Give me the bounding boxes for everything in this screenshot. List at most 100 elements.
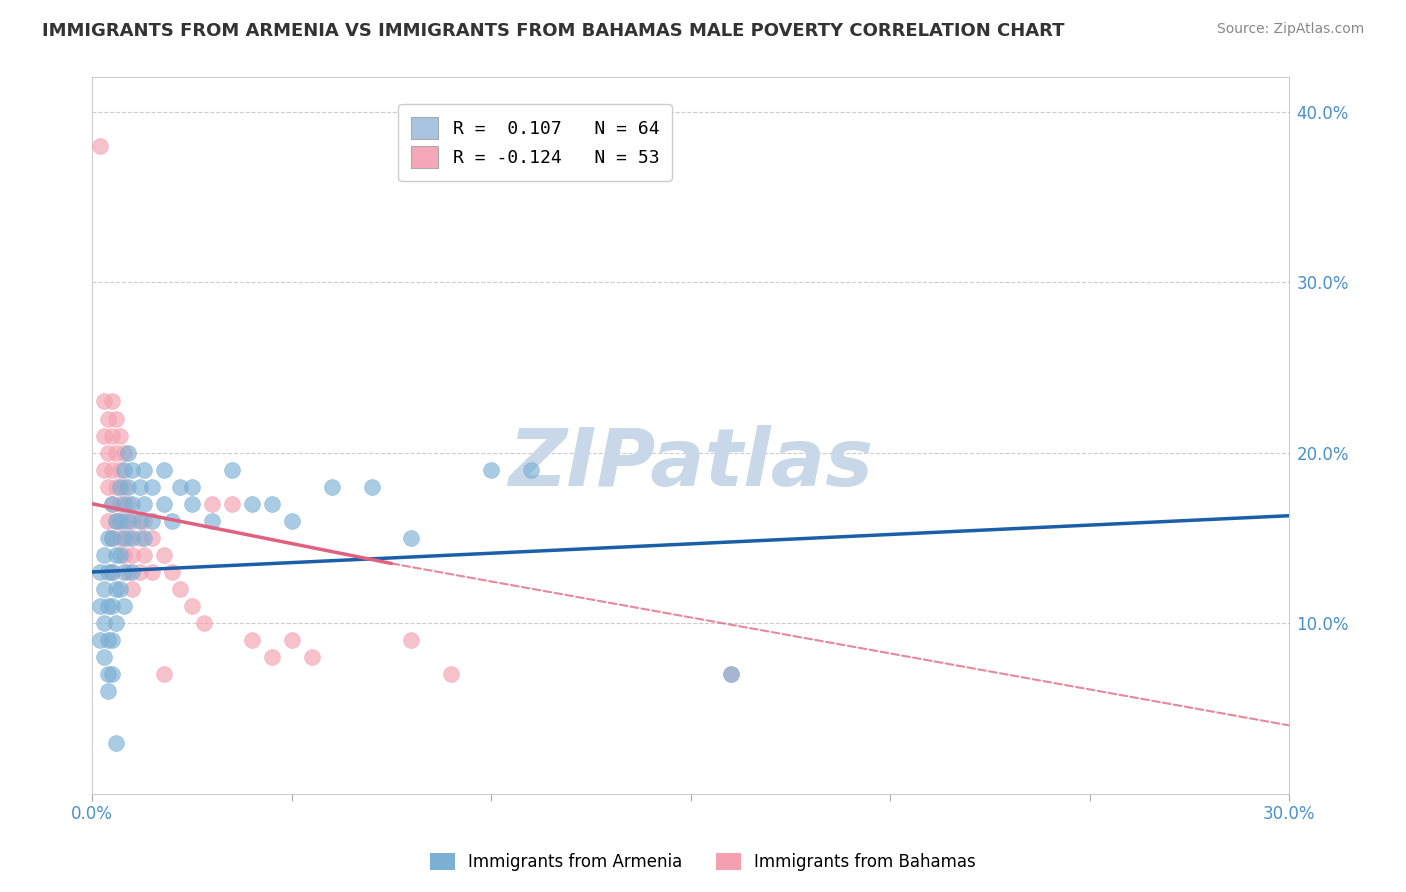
Legend: Immigrants from Armenia, Immigrants from Bahamas: Immigrants from Armenia, Immigrants from… — [422, 845, 984, 880]
Point — [201, 497, 224, 511]
Point — [112, 480, 135, 494]
Point — [112, 514, 135, 528]
Point — [108, 531, 131, 545]
Point — [181, 497, 204, 511]
Point — [112, 445, 135, 459]
Point — [89, 565, 111, 579]
Point — [121, 548, 143, 562]
Point — [97, 667, 120, 681]
Point — [101, 428, 124, 442]
Point — [141, 565, 163, 579]
Point — [360, 480, 382, 494]
Point — [97, 411, 120, 425]
Point — [97, 684, 120, 698]
Point — [141, 514, 163, 528]
Point — [221, 497, 243, 511]
Point — [132, 548, 155, 562]
Point — [121, 463, 143, 477]
Point — [181, 480, 204, 494]
Point — [101, 667, 124, 681]
Point — [101, 599, 124, 613]
Point — [112, 548, 135, 562]
Text: Source: ZipAtlas.com: Source: ZipAtlas.com — [1216, 22, 1364, 37]
Point — [132, 531, 155, 545]
Point — [121, 531, 143, 545]
Point — [117, 531, 139, 545]
Point — [108, 514, 131, 528]
Point — [153, 548, 176, 562]
Point — [117, 565, 139, 579]
Point — [101, 633, 124, 648]
Point — [97, 445, 120, 459]
Point — [132, 514, 155, 528]
Point — [93, 582, 115, 596]
Legend: R =  0.107   N = 64, R = -0.124   N = 53: R = 0.107 N = 64, R = -0.124 N = 53 — [398, 104, 672, 181]
Point — [105, 514, 128, 528]
Point — [129, 514, 152, 528]
Point — [240, 633, 263, 648]
Point — [153, 497, 176, 511]
Point — [129, 480, 152, 494]
Point — [401, 531, 423, 545]
Point — [101, 394, 124, 409]
Point — [720, 667, 742, 681]
Point — [105, 480, 128, 494]
Point — [112, 463, 135, 477]
Point — [105, 514, 128, 528]
Point — [105, 411, 128, 425]
Point — [132, 497, 155, 511]
Point — [112, 531, 135, 545]
Point — [105, 735, 128, 749]
Point — [193, 616, 215, 631]
Point — [121, 514, 143, 528]
Point — [121, 582, 143, 596]
Point — [105, 582, 128, 596]
Point — [240, 497, 263, 511]
Point — [108, 582, 131, 596]
Point — [112, 497, 135, 511]
Point — [169, 480, 191, 494]
Point — [260, 650, 283, 665]
Point — [153, 463, 176, 477]
Point — [108, 463, 131, 477]
Point — [112, 565, 135, 579]
Point — [121, 497, 143, 511]
Point — [181, 599, 204, 613]
Point — [520, 463, 543, 477]
Point — [260, 497, 283, 511]
Point — [93, 394, 115, 409]
Point — [101, 463, 124, 477]
Point — [117, 497, 139, 511]
Point — [153, 667, 176, 681]
Point — [141, 480, 163, 494]
Point — [321, 480, 343, 494]
Point — [93, 650, 115, 665]
Point — [101, 565, 124, 579]
Point — [101, 497, 124, 511]
Point — [141, 531, 163, 545]
Point — [280, 633, 302, 648]
Point — [105, 548, 128, 562]
Point — [97, 480, 120, 494]
Point — [93, 616, 115, 631]
Point — [89, 599, 111, 613]
Text: IMMIGRANTS FROM ARMENIA VS IMMIGRANTS FROM BAHAMAS MALE POVERTY CORRELATION CHAR: IMMIGRANTS FROM ARMENIA VS IMMIGRANTS FR… — [42, 22, 1064, 40]
Point — [97, 531, 120, 545]
Point — [108, 480, 131, 494]
Point — [97, 514, 120, 528]
Point — [89, 138, 111, 153]
Point — [97, 565, 120, 579]
Point — [93, 548, 115, 562]
Point — [108, 428, 131, 442]
Text: ZIPatlas: ZIPatlas — [509, 425, 873, 503]
Point — [132, 463, 155, 477]
Point — [280, 514, 302, 528]
Point — [160, 565, 183, 579]
Point — [129, 531, 152, 545]
Point — [105, 445, 128, 459]
Point — [93, 428, 115, 442]
Point — [89, 633, 111, 648]
Point — [221, 463, 243, 477]
Point — [108, 548, 131, 562]
Point — [169, 582, 191, 596]
